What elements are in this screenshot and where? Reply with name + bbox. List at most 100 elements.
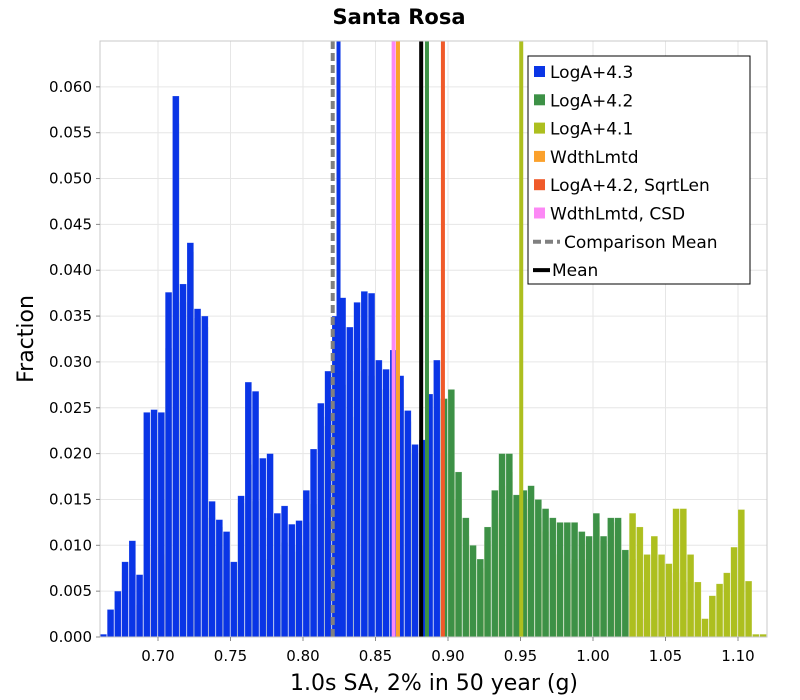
bar (737, 509, 745, 638)
y-tick-label: 0.005 (49, 582, 92, 600)
bar (237, 495, 245, 638)
bar (165, 291, 173, 638)
bar (288, 523, 296, 638)
bar (498, 453, 506, 638)
bar (411, 444, 419, 638)
x-tick-label: 1.10 (721, 647, 754, 665)
bar (186, 242, 194, 638)
x-tick-label: 1.05 (649, 647, 682, 665)
legend-label-mean: Mean (552, 261, 598, 281)
bar (273, 512, 281, 638)
bar (201, 315, 209, 638)
legend-swatch-loga-4-2 (534, 94, 545, 106)
legend-swatch-loga-4-1 (534, 122, 545, 134)
bar (128, 540, 136, 638)
bar (730, 546, 738, 638)
bar (643, 554, 651, 638)
legend-swatch-loga-4-3 (534, 66, 545, 77)
bar (614, 517, 622, 638)
bar (252, 391, 260, 638)
bar (360, 291, 368, 638)
bar (592, 512, 600, 638)
bar (317, 402, 325, 638)
bar (672, 508, 680, 638)
bar (157, 412, 165, 638)
bar (447, 389, 455, 638)
bar (658, 554, 666, 638)
y-tick-label: 0.035 (49, 307, 92, 325)
bar (542, 508, 550, 638)
bar (150, 409, 158, 638)
bar (527, 485, 535, 638)
bar (484, 526, 492, 638)
x-axis-label: 1.0s SA, 2% in 50 year (g) (290, 671, 578, 696)
bar (469, 545, 477, 638)
bar (694, 581, 702, 638)
legend-label-comparison-mean: Comparison Mean (564, 233, 718, 253)
bar (143, 412, 151, 638)
x-tick-label: 0.80 (286, 647, 319, 665)
bar (295, 520, 303, 638)
bar (571, 522, 579, 638)
bar (368, 292, 376, 638)
x-tick-label: 0.70 (141, 647, 174, 665)
bar (513, 494, 521, 638)
bar (745, 580, 753, 638)
bar (194, 308, 202, 638)
y-tick-label: 0.055 (49, 124, 92, 142)
x-tick-label: 0.95 (504, 647, 537, 665)
bar (708, 595, 716, 638)
bar (549, 517, 557, 638)
bar (382, 369, 390, 638)
bar (136, 574, 144, 638)
y-tick-label: 0.060 (49, 78, 92, 96)
bar (230, 561, 238, 638)
bar (687, 554, 695, 638)
bar (723, 572, 731, 638)
bar (208, 501, 216, 638)
legend-box (527, 55, 751, 285)
bar (505, 453, 513, 638)
y-tick-label: 0.050 (49, 170, 92, 188)
bar (556, 522, 564, 638)
x-tick-label: 0.90 (431, 647, 464, 665)
y-tick-label: 0.040 (49, 261, 92, 279)
bar (578, 531, 586, 638)
bar (455, 471, 463, 638)
legend-label-loga-4-2: LogA+4.2 (550, 91, 633, 111)
bar (462, 517, 470, 638)
mean-lines (330, 41, 524, 637)
bar (179, 283, 187, 638)
y-tick-label: 0.025 (49, 399, 92, 417)
bar (476, 558, 484, 638)
bar (600, 535, 608, 638)
legend-label-loga-4-3: LogA+4.3 (550, 63, 633, 83)
legend-swatch-wdthlmtd (534, 150, 545, 162)
x-tick-label: 0.75 (214, 647, 247, 665)
bar (375, 359, 383, 638)
bar (302, 490, 310, 638)
bar (244, 381, 252, 638)
bar (665, 563, 673, 638)
chart-title: Santa Rosa (332, 5, 465, 29)
bar (621, 549, 629, 638)
bar (636, 526, 644, 638)
plot-frame (99, 40, 768, 638)
y-tick-label: 0.015 (49, 490, 92, 508)
y-tick-label: 0.030 (49, 353, 92, 371)
axes: 0.70 0.75 0.80 0.85 0.90 0.95 1.00 1.05 1.10 0.00… (49, 40, 768, 665)
bar (563, 522, 571, 638)
y-axis-label: Fraction (14, 295, 39, 383)
bar (215, 519, 223, 638)
legend-swatch-loga-4-2-sqrtlen (534, 179, 545, 191)
bar (433, 359, 441, 638)
bar (114, 590, 122, 638)
x-tick-label: 0.85 (359, 647, 392, 665)
bar (353, 302, 361, 638)
legend-label-wdthlmtd-csd: WdthLmtd, CSD (550, 205, 685, 225)
bar (585, 535, 593, 638)
y-tick-label: 0.000 (49, 628, 92, 646)
bar (310, 448, 318, 638)
legend-swatch-wdthlmtd-csd (534, 207, 545, 219)
